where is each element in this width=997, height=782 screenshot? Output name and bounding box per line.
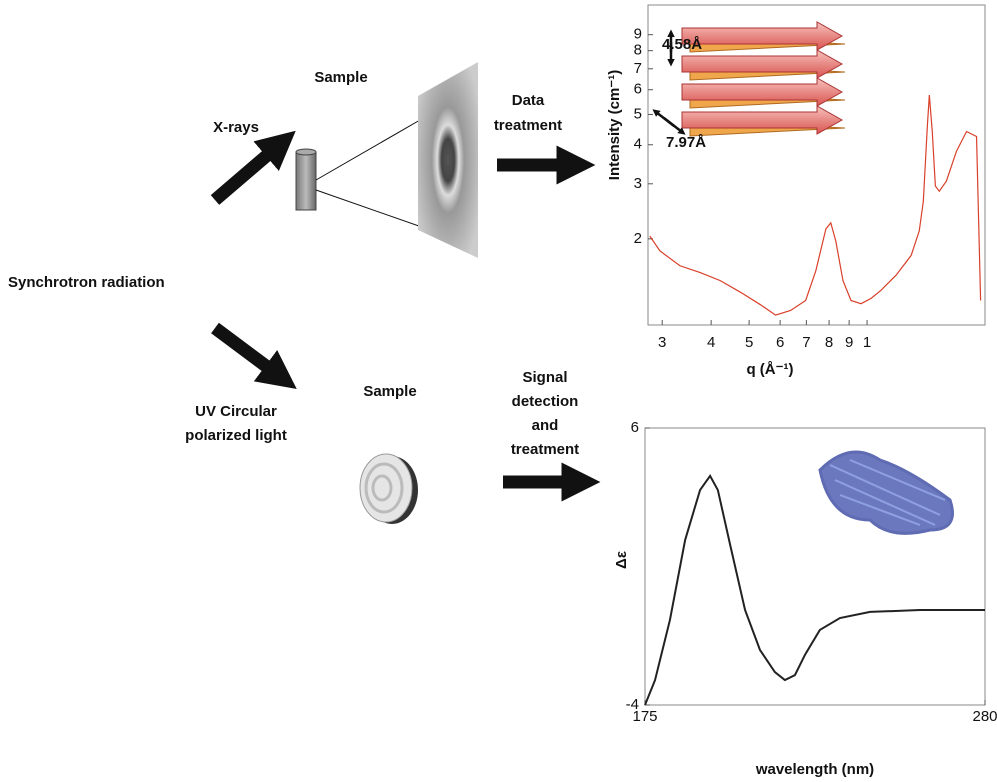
y-tick-label: 2 — [634, 230, 642, 247]
x-tick-label: 175 — [632, 708, 657, 725]
label: X-rays — [213, 119, 259, 136]
label: Sample — [314, 69, 367, 86]
x-tick-label: 9 — [845, 334, 853, 351]
annotation: 4.58Å — [662, 36, 702, 53]
y-tick-label: 4 — [634, 136, 642, 153]
y-axis-label: Intensity (cm⁻¹) — [606, 70, 623, 180]
arrows — [210, 130, 601, 502]
y-axis-label: Δε — [613, 551, 630, 569]
y-tick-label: 6 — [631, 419, 639, 436]
label: and — [532, 417, 559, 434]
label: Sample — [363, 383, 416, 400]
x-tick-label: 4 — [707, 334, 715, 351]
label: treatment — [511, 441, 579, 458]
capillary — [295, 148, 317, 211]
scatter-cone — [315, 119, 437, 233]
y-tick-label: 6 — [634, 81, 642, 98]
label: Synchrotron radiation — [8, 274, 165, 291]
y-tick-label: 7 — [634, 60, 642, 77]
y-tick-label: -4 — [626, 696, 639, 713]
y-tick-label: 8 — [634, 42, 642, 59]
x-tick-label: 3 — [658, 334, 666, 351]
x-tick-label: 8 — [825, 334, 833, 351]
x-axis-label: q (Å⁻¹) — [746, 361, 793, 378]
y-tick-label: 5 — [634, 105, 642, 122]
label: detection — [512, 393, 579, 410]
plot-frame — [644, 427, 986, 706]
label: Signal — [522, 369, 567, 386]
data-line — [649, 94, 982, 316]
x-tick-label: 280 — [972, 708, 997, 725]
y-tick-label: 9 — [634, 26, 642, 43]
label: UV Circular — [195, 403, 277, 420]
label: polarized light — [185, 427, 287, 444]
x-tick-label: 7 — [802, 334, 810, 351]
cd-cell — [359, 453, 418, 524]
plot-frame — [647, 4, 986, 326]
data-line — [644, 474, 985, 706]
detector — [418, 62, 478, 258]
beta-sheet — [652, 21, 846, 137]
annotation: 7.97Å — [666, 134, 706, 151]
x-tick-label: 1 — [863, 334, 871, 351]
protein — [818, 450, 954, 535]
x-tick-label: 6 — [776, 334, 784, 351]
label: Data — [512, 92, 545, 109]
y-tick-label: 3 — [634, 175, 642, 192]
x-tick-label: 5 — [745, 334, 753, 351]
x-axis-label: wavelength (nm) — [755, 761, 874, 778]
label: treatment — [494, 117, 562, 134]
